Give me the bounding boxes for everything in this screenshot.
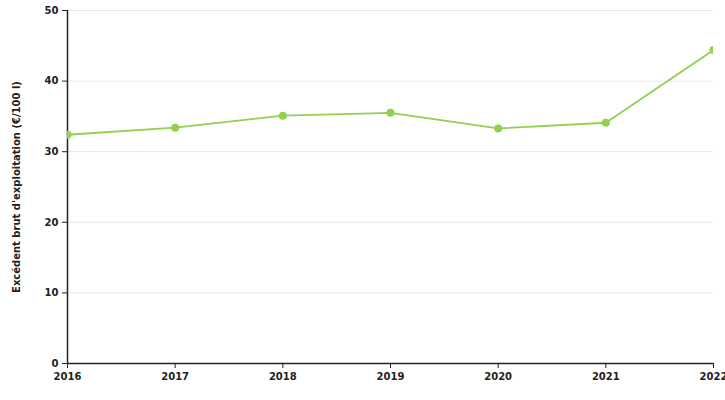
svg-text:0: 0 bbox=[52, 358, 59, 369]
svg-text:2018: 2018 bbox=[269, 371, 297, 382]
svg-text:2022: 2022 bbox=[700, 371, 725, 382]
svg-text:10: 10 bbox=[45, 287, 59, 298]
svg-text:20: 20 bbox=[45, 217, 59, 228]
svg-text:2016: 2016 bbox=[54, 371, 82, 382]
svg-text:30: 30 bbox=[45, 146, 59, 157]
svg-text:2021: 2021 bbox=[592, 371, 620, 382]
svg-text:40: 40 bbox=[45, 75, 59, 86]
svg-text:2020: 2020 bbox=[484, 371, 512, 382]
svg-text:Excédent brut d'exploitation (: Excédent brut d'exploitation (€/100 l) bbox=[11, 81, 22, 293]
svg-text:2017: 2017 bbox=[161, 371, 189, 382]
svg-text:50: 50 bbox=[45, 5, 59, 16]
svg-text:2019: 2019 bbox=[377, 371, 405, 382]
